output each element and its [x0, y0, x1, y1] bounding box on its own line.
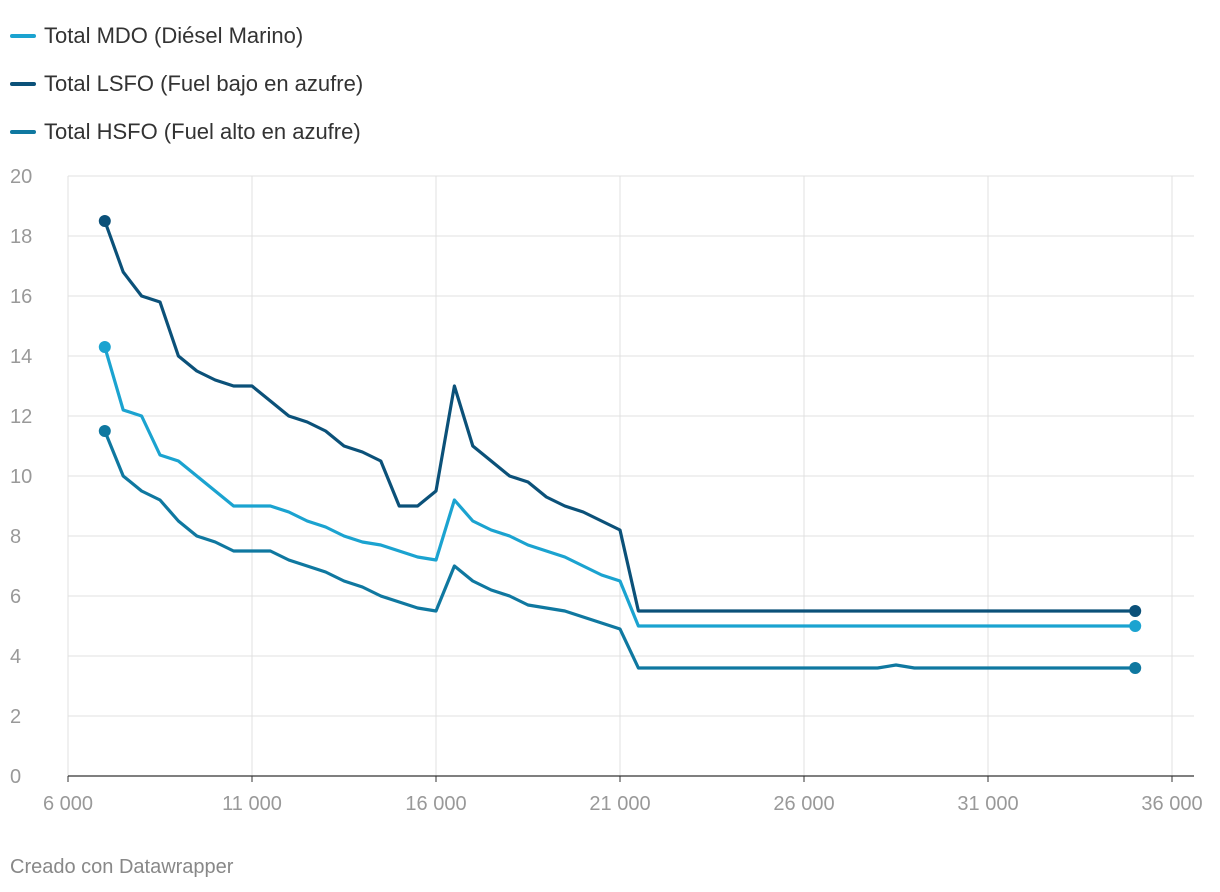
series-line — [103, 345, 1137, 628]
series-end-point — [1129, 605, 1142, 617]
legend-label-hsfo: Total HSFO (Fuel alto en azufre) — [44, 119, 361, 144]
x-tick-label: 36 000 — [1141, 793, 1202, 815]
y-tick-label: 2 — [10, 706, 21, 728]
series-start-point — [98, 341, 111, 353]
x-tick-label: 6 000 — [43, 793, 93, 815]
y-tick-label: 4 — [10, 646, 21, 668]
legend-swatch-lsfo — [10, 82, 36, 86]
series-end-point — [1129, 620, 1142, 632]
x-tick-label: 21 000 — [589, 793, 650, 815]
legend-label-mdo: Total MDO (Diésel Marino) — [44, 23, 304, 48]
y-tick-label: 16 — [10, 286, 32, 308]
legend-item-lsfo: Total LSFO (Fuel bajo en azufre) — [10, 60, 363, 108]
y-tick-label: 14 — [10, 346, 32, 368]
y-tick-label: 8 — [10, 526, 21, 548]
x-tick-label: 31 000 — [957, 793, 1018, 815]
x-tick-label: 16 000 — [405, 793, 466, 815]
x-tick-label: 11 000 — [222, 793, 282, 815]
legend-item-mdo: Total MDO (Diésel Marino) — [10, 12, 363, 60]
series-line — [103, 429, 1137, 670]
chart-legend: Total MDO (Diésel Marino) Total LSFO (Fu… — [10, 12, 363, 156]
legend-label-lsfo: Total LSFO (Fuel bajo en azufre) — [44, 71, 364, 96]
series-end-point — [1129, 662, 1142, 674]
legend-item-hsfo: Total HSFO (Fuel alto en azufre) — [10, 108, 363, 156]
y-tick-label: 18 — [10, 226, 32, 248]
y-tick-label: 6 — [10, 586, 21, 608]
series-start-point — [98, 425, 111, 437]
footer-credit: Creado con Datawrapper — [10, 856, 234, 878]
y-tick-label: 0 — [10, 766, 21, 788]
y-tick-label: 10 — [10, 466, 32, 488]
legend-swatch-mdo — [10, 34, 36, 38]
series-start-point — [98, 215, 111, 227]
y-tick-label: 12 — [10, 406, 32, 428]
y-tick-label: 20 — [10, 166, 32, 188]
legend-swatch-hsfo — [10, 130, 36, 134]
series-line — [103, 219, 1137, 613]
x-tick-label: 26 000 — [773, 793, 834, 815]
